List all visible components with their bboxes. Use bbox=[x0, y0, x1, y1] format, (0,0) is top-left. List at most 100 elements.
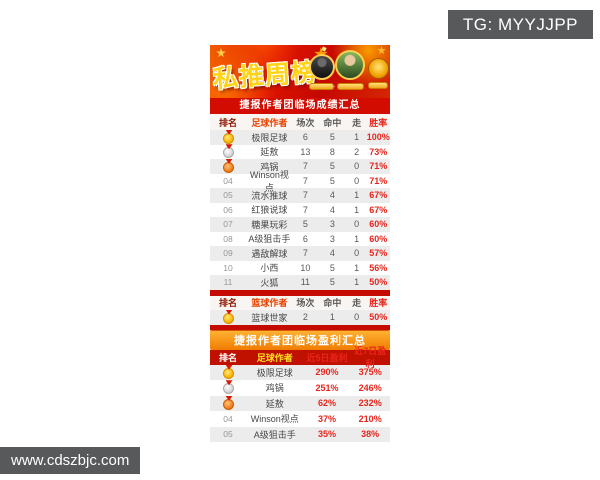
push-value: 1 bbox=[354, 233, 360, 244]
win-rate-value: 56% bbox=[369, 262, 388, 273]
table-row: 鸡锅 251% 246% bbox=[210, 380, 390, 396]
hits-value: 5 bbox=[329, 132, 335, 143]
telegram-contact-badge: TG: MYYJJPP bbox=[447, 10, 593, 39]
author-name: 糖果玩彩 bbox=[251, 219, 288, 230]
author-name: A级狙击手 bbox=[248, 234, 291, 245]
analyst-avatar-icon bbox=[309, 54, 335, 80]
table-row: 极限足球 290% 375% bbox=[210, 364, 390, 380]
push-value: 2 bbox=[354, 146, 360, 157]
author-name: 小西 bbox=[260, 263, 279, 274]
author-name: 火狐 bbox=[260, 277, 279, 288]
table-header-row: 排名 篮球作者 场次 命中 走 胜率 bbox=[210, 295, 390, 310]
header-win-rate: 胜率 bbox=[369, 298, 388, 308]
header-author: 篮球作者 bbox=[251, 298, 288, 308]
win-rate-value: 67% bbox=[369, 190, 388, 201]
profit-5day-value: 251% bbox=[315, 382, 339, 393]
hits-value: 4 bbox=[329, 204, 335, 215]
table-row: 篮球世家 2 1 0 50% bbox=[210, 309, 390, 325]
profit-7day-value: 210% bbox=[358, 413, 382, 424]
author-name: 红狼说球 bbox=[251, 205, 288, 216]
push-value: 1 bbox=[354, 277, 360, 288]
hits-value: 5 bbox=[329, 262, 335, 273]
table-row: 09 遇敌解球 7 4 0 57% bbox=[210, 246, 390, 261]
table-row: 延敖 13 8 2 73% bbox=[210, 144, 390, 159]
header-rank: 排名 bbox=[218, 352, 237, 363]
matches-value: 6 bbox=[302, 233, 308, 244]
matches-value: 7 bbox=[302, 204, 308, 215]
stat-ribbon-icon bbox=[368, 82, 388, 89]
analyst-avatar-icon bbox=[335, 50, 365, 80]
matches-value: 10 bbox=[300, 262, 311, 273]
rank-number: 08 bbox=[223, 233, 233, 244]
rank-number: 05 bbox=[223, 429, 233, 440]
author-name: 遇敌解球 bbox=[251, 248, 288, 259]
push-value: 0 bbox=[354, 175, 360, 186]
matches-value: 7 bbox=[302, 161, 308, 172]
win-rate-value: 57% bbox=[369, 248, 388, 259]
header-rank: 排名 bbox=[218, 117, 237, 128]
author-name: 延敖 bbox=[260, 147, 279, 158]
author-name: 鸡锅 bbox=[260, 161, 279, 172]
red-divider bbox=[210, 289, 390, 296]
win-rate-value: 67% bbox=[369, 204, 388, 215]
header-author: 足球作者 bbox=[251, 117, 288, 128]
table-row: 11 火狐 11 5 1 50% bbox=[210, 275, 390, 290]
profit-7day-value: 232% bbox=[358, 398, 382, 409]
table-row: 10 小西 10 5 1 56% bbox=[210, 260, 390, 275]
hits-value: 5 bbox=[329, 175, 335, 186]
matches-value: 5 bbox=[302, 219, 308, 230]
table-row: 极限足球 6 5 1 100% bbox=[210, 130, 390, 145]
stat-ribbon-icon bbox=[309, 83, 334, 90]
header-push: 走 bbox=[352, 117, 362, 128]
author-name: 流水推球 bbox=[251, 190, 288, 201]
author-name: 极限足球 bbox=[256, 367, 293, 378]
table-row: 05 流水推球 7 4 1 67% bbox=[210, 188, 390, 203]
red-divider bbox=[210, 324, 390, 330]
push-value: 0 bbox=[354, 248, 360, 259]
profit-7day-value: 246% bbox=[358, 382, 382, 393]
matches-value: 11 bbox=[300, 277, 311, 288]
push-value: 1 bbox=[354, 190, 360, 201]
hits-value: 5 bbox=[329, 161, 335, 172]
author-name: 延敖 bbox=[265, 398, 284, 409]
table-row: 04 Winson视点 7 5 0 71% bbox=[210, 170, 390, 193]
gold-medal-icon bbox=[222, 367, 234, 379]
rank-number: 05 bbox=[223, 190, 233, 201]
rank-number: 11 bbox=[223, 277, 233, 288]
matches-value: 7 bbox=[302, 190, 308, 201]
hits-value: 3 bbox=[329, 219, 335, 230]
bronze-medal-icon bbox=[222, 398, 234, 410]
starburst-icon bbox=[377, 46, 386, 55]
gold-medal-icon bbox=[222, 312, 234, 324]
gold-medal-icon bbox=[222, 132, 234, 144]
profit-5day-value: 37% bbox=[317, 413, 336, 424]
website-watermark: www.cdszbjc.com bbox=[0, 447, 141, 474]
win-rate-value: 71% bbox=[369, 175, 388, 186]
matches-value: 2 bbox=[302, 312, 308, 322]
header-hits: 命中 bbox=[323, 117, 342, 128]
hits-value: 1 bbox=[329, 312, 335, 322]
profit-summary-title: 捷报作者团临场盈利汇总 bbox=[210, 329, 390, 350]
push-value: 1 bbox=[354, 262, 360, 273]
win-rate-value: 50% bbox=[369, 312, 388, 322]
profit-5day-value: 62% bbox=[317, 398, 336, 409]
weekly-ranking-poster: 私推周榜 捷报作者团临场成绩汇总 排名 足球作者 场次 命中 走 胜率 极限足球… bbox=[210, 45, 390, 442]
rank-number: 10 bbox=[223, 262, 233, 273]
author-name: 篮球世家 bbox=[251, 312, 288, 323]
performance-summary-title: 捷报作者团临场成绩汇总 bbox=[210, 98, 390, 114]
hits-value: 4 bbox=[329, 190, 335, 201]
author-name: 极限足球 bbox=[251, 132, 288, 143]
starburst-icon bbox=[216, 48, 226, 58]
win-rate-value: 60% bbox=[369, 219, 388, 230]
push-value: 0 bbox=[354, 161, 360, 172]
hits-value: 3 bbox=[329, 233, 335, 244]
profit-7day-value: 375% bbox=[358, 367, 382, 378]
win-rate-value: 60% bbox=[369, 233, 388, 244]
silver-medal-icon bbox=[222, 383, 234, 395]
table-row: 07 糖果玩彩 5 3 0 60% bbox=[210, 217, 390, 232]
author-name: Winson视点 bbox=[249, 169, 289, 193]
poster-title: 私推周榜 bbox=[212, 58, 319, 94]
profit-5day-value: 35% bbox=[317, 429, 336, 440]
table-row: 延敖 62% 232% bbox=[210, 395, 390, 411]
